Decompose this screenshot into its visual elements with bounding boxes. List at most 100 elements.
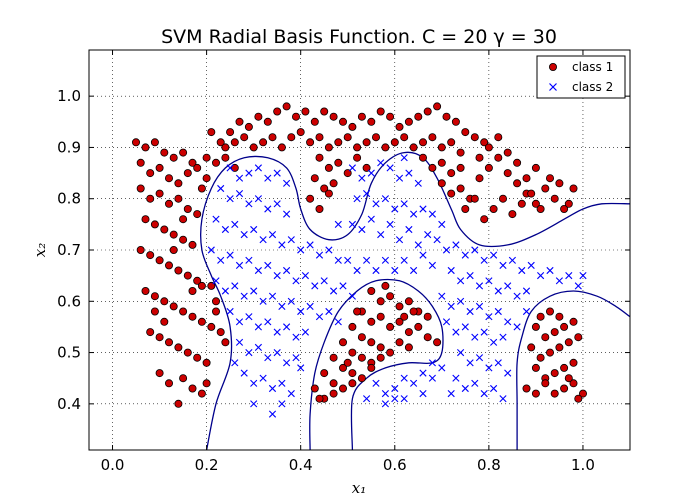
class-1-point (564, 338, 573, 347)
class-1-point (574, 333, 583, 342)
class-1-point (306, 194, 315, 203)
class-1-point (569, 317, 578, 326)
class-1-point (574, 394, 583, 403)
class-1-point (348, 379, 357, 388)
class-1-point (564, 374, 573, 383)
class-1-point (531, 389, 540, 398)
class-1-point (164, 379, 173, 388)
class-1-point (329, 353, 338, 362)
class-2-point (226, 195, 234, 203)
class-2-point (471, 333, 479, 341)
class-1-point (541, 379, 550, 388)
x-axis-label: x₁ (352, 479, 366, 497)
class-1-point (484, 143, 493, 152)
class-1-point (136, 184, 145, 193)
class-1-point (188, 384, 197, 393)
class-1-point (348, 348, 357, 357)
class-2-point (273, 272, 281, 280)
class-1-point (550, 328, 559, 337)
class-2-point (250, 287, 258, 295)
class-1-point (193, 163, 202, 172)
class-1-point (179, 307, 188, 316)
class-2-points (207, 154, 587, 418)
class-1-point (310, 174, 319, 183)
class-2-point (250, 225, 258, 234)
class-1-point (343, 358, 352, 367)
class-1-point (517, 199, 526, 208)
class-2-point (273, 200, 281, 208)
class-1-point (376, 353, 385, 362)
class-2-point (400, 154, 408, 162)
class-1-point (560, 384, 569, 393)
class-1-point (400, 312, 409, 321)
class-2-point (400, 374, 408, 382)
class-2-point (250, 400, 258, 408)
class-2-point (363, 395, 371, 403)
class-1-point (456, 184, 465, 193)
class-2-point (231, 359, 239, 367)
class-1-point (174, 179, 183, 188)
class-1-point (235, 117, 244, 126)
class-2-point (297, 307, 305, 316)
class-2-point (410, 379, 418, 387)
class-2-point (348, 220, 356, 228)
class-1-point (160, 297, 169, 306)
class-2-point (358, 225, 366, 234)
class-1-point (174, 343, 183, 352)
class-1-point (160, 148, 169, 157)
class-2-point (372, 200, 380, 208)
class-2-point (259, 297, 267, 305)
class-2-point (254, 195, 262, 203)
class-1-point (527, 189, 536, 198)
class-2-point (513, 323, 521, 331)
class-2-point (353, 266, 361, 275)
class-1-point (579, 389, 588, 398)
class-1-point (174, 266, 183, 275)
class-1-point (207, 322, 216, 331)
class-1-point (367, 317, 376, 326)
class-2-point (428, 210, 436, 218)
legend-marker-class-1 (549, 63, 558, 72)
class-1-point (155, 256, 164, 265)
class-1-point (146, 251, 155, 260)
class-1-point (433, 338, 442, 347)
class-2-point (480, 256, 488, 264)
class-1-point (353, 153, 362, 162)
class-2-point (414, 179, 422, 187)
class-1-point (357, 353, 366, 362)
class-2-point (273, 328, 281, 336)
class-1-point (522, 174, 531, 183)
class-1-point (193, 276, 202, 285)
class-1-point (414, 322, 423, 331)
decision-boundary-curve (309, 278, 444, 450)
class-1-point (273, 107, 282, 116)
class-1-point (470, 133, 479, 142)
class-2-point (452, 374, 460, 382)
class-2-point (287, 297, 295, 305)
class-1-point (560, 204, 569, 213)
class-2-point (447, 302, 455, 310)
class-1-point (447, 189, 456, 198)
class-1-point (513, 179, 522, 188)
class-1-point (334, 138, 343, 147)
class-1-point (348, 322, 357, 331)
class-1-point (160, 225, 169, 234)
class-1-point (456, 148, 465, 157)
class-1-point (395, 317, 404, 326)
class-2-point (461, 323, 469, 331)
class-2-point (485, 313, 493, 321)
class-1-point (503, 169, 512, 178)
class-2-point (240, 292, 248, 300)
class-1-point (494, 153, 503, 162)
class-1-point (498, 194, 507, 203)
class-2-point (433, 236, 441, 244)
class-2-point (438, 364, 446, 372)
class-1-point (569, 379, 578, 388)
class-1-point (456, 163, 465, 172)
class-1-point (282, 102, 291, 111)
legend-marker-class-2 (549, 83, 557, 91)
class-1-point (334, 158, 343, 167)
class-1-point (329, 179, 338, 188)
class-1-point (136, 158, 145, 167)
class-2-point (457, 297, 465, 305)
